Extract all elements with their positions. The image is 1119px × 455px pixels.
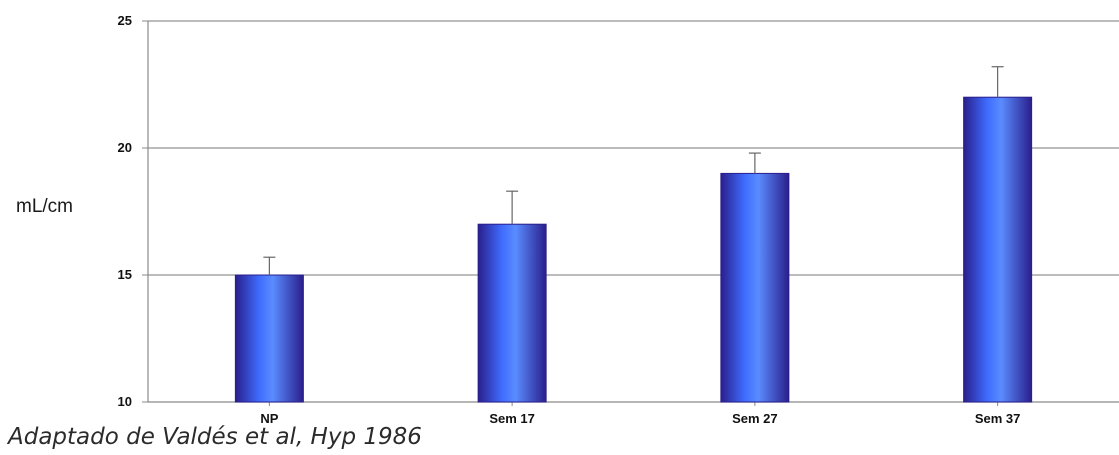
bar [720, 172, 790, 403]
error-bars [263, 66, 1004, 275]
bar [477, 223, 547, 403]
gridlines [148, 20, 1119, 276]
x-category-label: NP [260, 411, 278, 426]
x-category-label: Sem 27 [732, 411, 778, 426]
bar [234, 274, 304, 403]
y-tick-label: 10 [118, 394, 132, 409]
source-caption: Adaptado de Valdés et al, Hyp 1986 [8, 424, 422, 450]
x-category-label: Sem 17 [489, 411, 535, 426]
y-tick-labels: 10 15 20 25 [118, 13, 132, 409]
y-tick-label: 25 [118, 13, 132, 28]
x-category-labels: NP Sem 17 Sem 27 Sem 37 [260, 411, 1020, 426]
y-tick-label: 15 [118, 267, 132, 282]
y-tick-label: 20 [118, 140, 132, 155]
y-axis-label: mL/cm [16, 196, 73, 217]
bars [234, 96, 1033, 403]
x-category-label: Sem 37 [975, 411, 1021, 426]
axes [142, 20, 1119, 406]
bar [963, 96, 1033, 403]
